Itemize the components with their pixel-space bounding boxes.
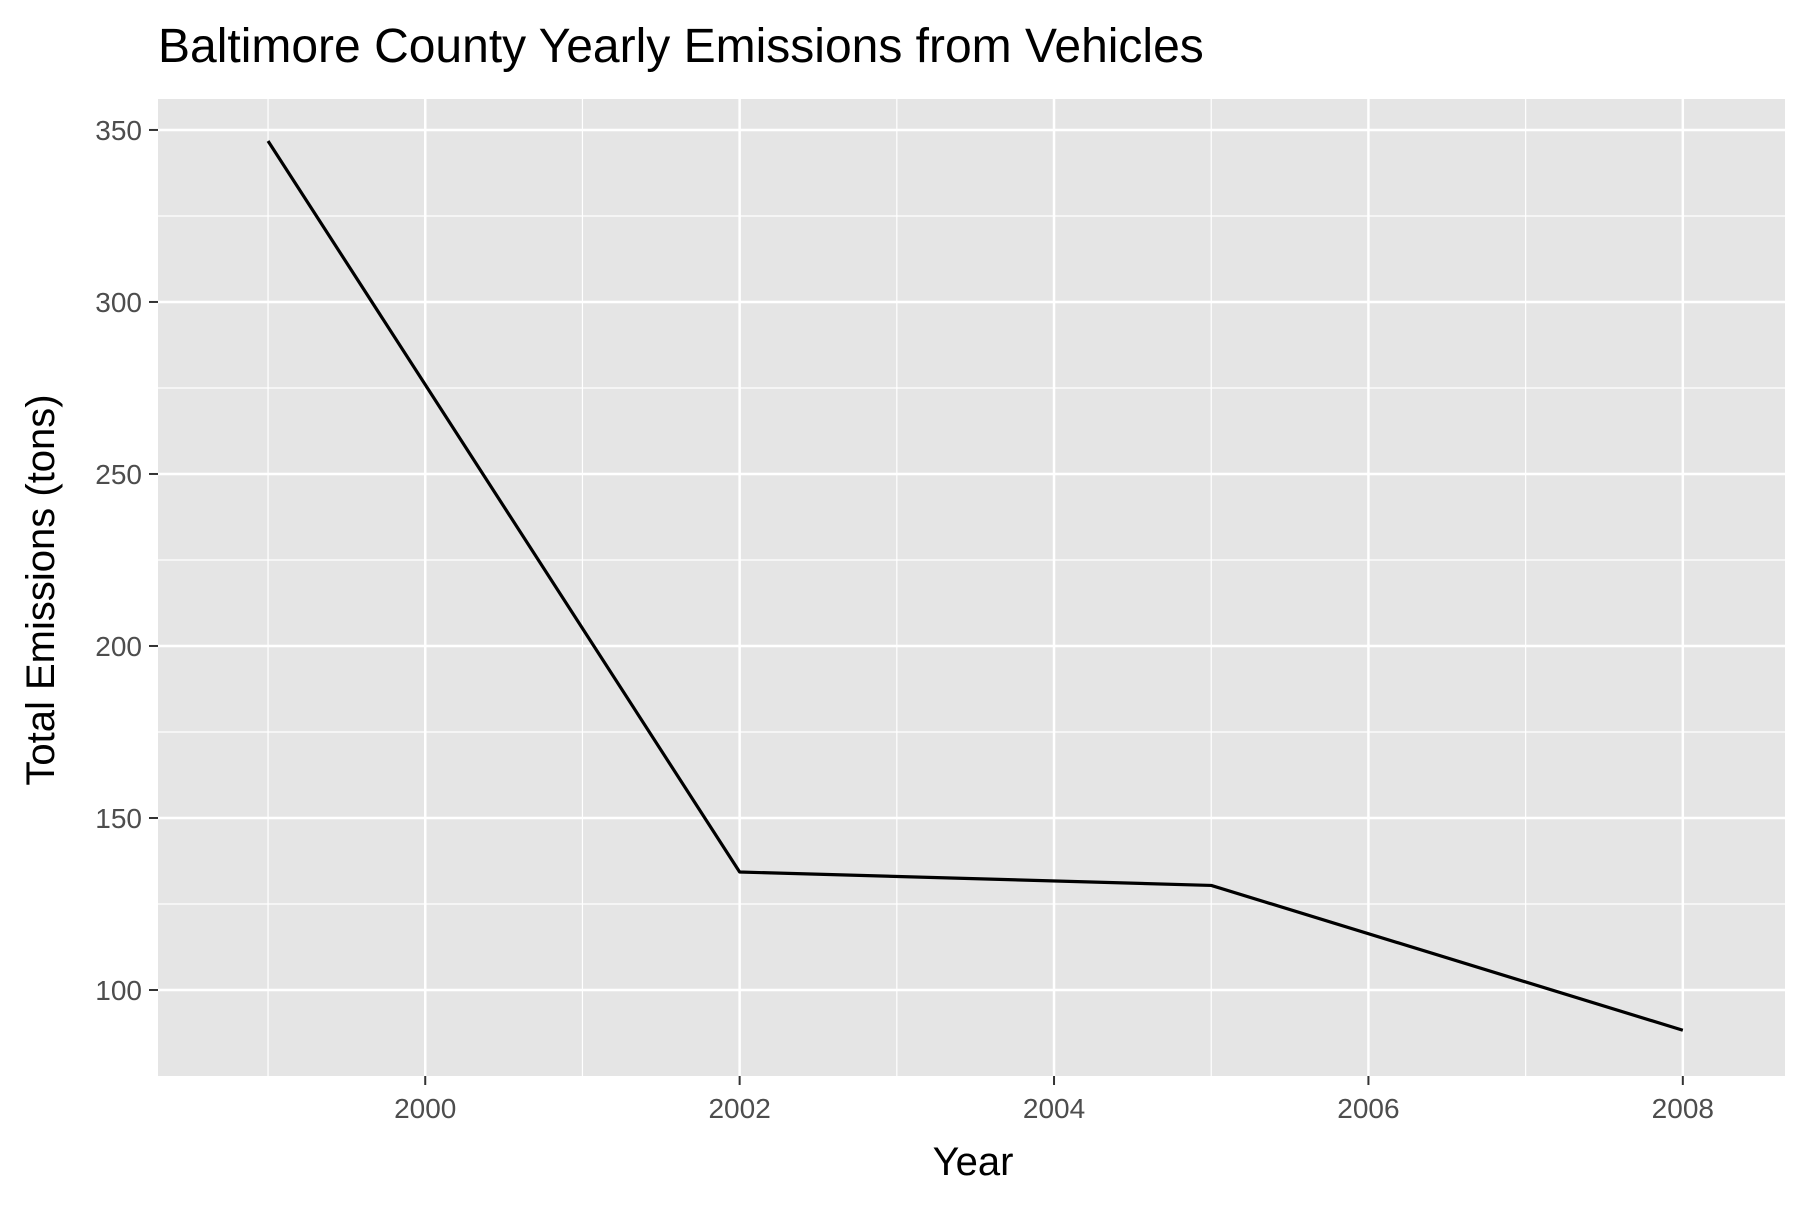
x-tick-label: 2006: [1337, 1093, 1399, 1124]
y-axis-ticks: 100 150 200 250 300 350: [95, 115, 158, 1006]
x-tick-label: 2008: [1652, 1093, 1714, 1124]
x-tick-label: 2004: [1023, 1093, 1085, 1124]
series-layer: [266, 140, 1684, 1032]
x-axis-ticks: 2000 2002 2004 2006 2008: [394, 1076, 1714, 1124]
y-tick-label: 200: [95, 631, 142, 662]
series-line: [266, 140, 1684, 1032]
x-tick-label: 2000: [394, 1093, 456, 1124]
major-gridlines: [158, 99, 1785, 1076]
y-tick-label: 350: [95, 115, 142, 146]
plot-panel: [158, 99, 1785, 1076]
y-tick-label: 150: [95, 803, 142, 834]
y-tick-label: 100: [95, 975, 142, 1006]
minor-gridlines: [158, 99, 1785, 1076]
x-tick-label: 2002: [708, 1093, 770, 1124]
y-tick-label: 250: [95, 459, 142, 490]
x-axis-title: Year: [933, 1140, 1014, 1184]
y-tick-label: 300: [95, 287, 142, 318]
chart-title: Baltimore County Yearly Emissions from V…: [158, 20, 1204, 73]
y-axis-title: Total Emissions (tons): [19, 394, 63, 785]
